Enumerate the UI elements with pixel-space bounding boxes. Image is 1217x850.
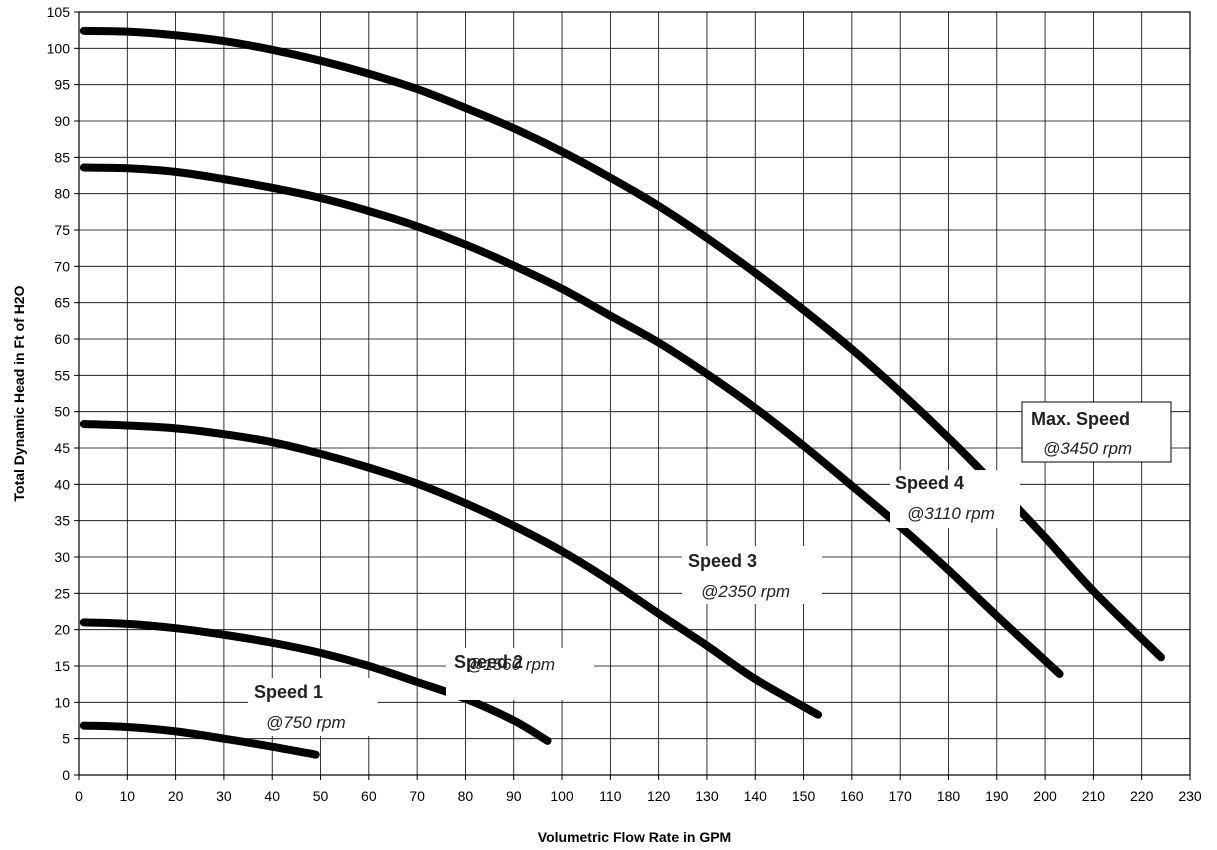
x-tick-label: 130 xyxy=(695,788,719,804)
y-tick-label: 30 xyxy=(54,549,70,565)
y-tick-label: 50 xyxy=(54,404,70,420)
y-axis-title: Total Dynamic Head in Ft of H2O xyxy=(11,285,27,501)
y-tick-label: 40 xyxy=(54,476,70,492)
annotation-rpm: @2350 rpm xyxy=(701,582,790,601)
y-tick-label: 10 xyxy=(54,694,70,710)
x-tick-label: 70 xyxy=(409,788,425,804)
annotation-name: Speed 4 xyxy=(895,473,964,493)
annotation-background xyxy=(446,648,594,700)
x-tick-label: 110 xyxy=(599,788,622,804)
y-tick-label: 60 xyxy=(54,331,70,347)
x-tick-label: 220 xyxy=(1130,788,1154,804)
x-tick-label: 90 xyxy=(506,788,522,804)
annotation-rpm: @3450 rpm xyxy=(1043,439,1132,458)
speed-annotations: Speed 1 @750 rpm Speed 2@1560 rpm Speed 3 @2… xyxy=(248,401,1172,736)
annotation-background xyxy=(682,546,822,604)
x-tick-label: 40 xyxy=(264,788,280,804)
x-tick-label: 80 xyxy=(458,788,474,804)
y-tick-label: 45 xyxy=(54,440,70,456)
curve-speed-4 xyxy=(79,163,1064,678)
y-tick-label: 75 xyxy=(54,222,70,238)
x-tick-label: 30 xyxy=(216,788,232,804)
annotation-speed-4: Speed 4 @3110 rpm xyxy=(890,470,1020,528)
x-axis-title: Volumetric Flow Rate in GPM xyxy=(538,829,731,845)
x-tick-label: 100 xyxy=(550,788,574,804)
x-tick-label: 20 xyxy=(168,788,184,804)
annotation-rpm: @1560 rpm xyxy=(466,655,555,674)
x-tick-label: 150 xyxy=(792,788,816,804)
annotation-box xyxy=(1021,401,1172,463)
y-tick-label: 0 xyxy=(62,767,70,783)
x-tick-label: 140 xyxy=(744,788,768,804)
y-tick-label: 15 xyxy=(54,658,70,674)
annotation-background xyxy=(248,678,378,736)
x-tick-label: 60 xyxy=(361,788,377,804)
y-tick-label: 55 xyxy=(54,367,70,383)
curve-speed-1 xyxy=(79,721,320,759)
x-tick-label: 230 xyxy=(1178,788,1202,804)
annotation-name: Speed 1 xyxy=(254,682,323,702)
x-tick-label: 180 xyxy=(937,788,961,804)
annotation-name: Speed 3 xyxy=(688,551,757,571)
annotation-rpm: @750 rpm xyxy=(266,713,346,732)
annotation-background xyxy=(890,470,1020,528)
annotation-rpm: @3110 rpm xyxy=(907,504,995,523)
y-tick-label: 85 xyxy=(54,149,70,165)
y-tick-label: 25 xyxy=(54,585,70,601)
y-tick-label: 95 xyxy=(54,77,70,93)
curve-max-speed xyxy=(79,26,1166,662)
x-tick-label: 160 xyxy=(840,788,864,804)
y-tick-labels: 0 5 10 15 20 25 30 35 40 45 50 55 60 65 70 75 80 85 90 95 10… xyxy=(47,4,79,783)
y-tick-label: 35 xyxy=(54,513,70,529)
y-tick-label: 20 xyxy=(54,622,70,638)
x-tick-label: 50 xyxy=(313,788,329,804)
y-tick-label: 100 xyxy=(47,40,71,56)
x-tick-label: 120 xyxy=(647,788,671,804)
curve-speed-2 xyxy=(79,618,552,745)
y-tick-label: 70 xyxy=(54,258,70,274)
annotation-max-speed: Max. Speed @3450 rpm xyxy=(1021,401,1172,463)
annotation-speed-2: Speed 2@1560 rpm xyxy=(446,648,594,700)
annotation-speed-3: Speed 3 @2350 rpm xyxy=(682,546,822,604)
x-tick-label: 10 xyxy=(120,788,136,804)
x-tick-label: 210 xyxy=(1082,788,1106,804)
curve-speed-3 xyxy=(79,420,823,719)
y-tick-label: 65 xyxy=(54,295,70,311)
plot-frame xyxy=(78,11,1191,776)
y-tick-label: 105 xyxy=(47,4,71,20)
grid xyxy=(78,11,1191,776)
x-tick-label: 0 xyxy=(75,788,83,804)
x-tick-label: 200 xyxy=(1033,788,1057,804)
x-tick-label: 190 xyxy=(985,788,1009,804)
annotation-name: Speed 2 xyxy=(454,652,523,672)
y-tick-label: 80 xyxy=(54,186,70,202)
annotation-speed-1: Speed 1 @750 rpm xyxy=(248,678,378,736)
annotation-name: Max. Speed xyxy=(1031,409,1130,429)
x-tick-label: 170 xyxy=(888,788,912,804)
y-tick-label: 90 xyxy=(54,113,70,129)
y-tick-label: 5 xyxy=(62,731,70,747)
series-curves xyxy=(79,26,1166,759)
x-tick-labels: 0 10 20 30 40 50 60 70 80 90 100 110 120 130 140 150 160… xyxy=(75,775,1202,804)
